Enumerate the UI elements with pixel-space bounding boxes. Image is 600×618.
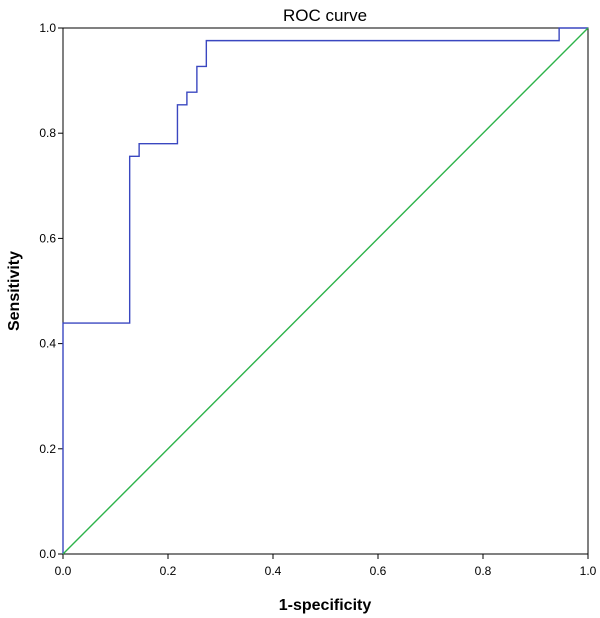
- x-axis-label: 1-specificity: [279, 597, 372, 614]
- x-axis-ticks: 0.0 0.2 0.4 0.6 0.8 1.0: [55, 554, 597, 578]
- x-tick-label: 0.4: [265, 564, 282, 578]
- x-tick-label: 0.0: [55, 564, 72, 578]
- x-tick-label: 0.6: [370, 564, 387, 578]
- y-tick-label: 0.0: [39, 547, 56, 561]
- y-tick-label: 0.4: [39, 337, 56, 351]
- y-tick-label: 0.6: [39, 231, 56, 245]
- chart-title: ROC curve: [283, 6, 367, 25]
- y-axis-ticks: 0.0 0.2 0.4 0.6 0.8 1.0: [39, 21, 63, 561]
- x-tick-label: 0.8: [475, 564, 492, 578]
- roc-curve-line: [62, 27, 588, 554]
- x-tick-label: 1.0: [580, 564, 597, 578]
- y-tick-label: 1.0: [39, 21, 56, 35]
- y-tick-label: 0.8: [39, 126, 56, 140]
- reference-diagonal-line: [62, 27, 589, 555]
- x-tick-label: 0.2: [160, 564, 177, 578]
- series-layer: [62, 27, 589, 555]
- y-tick-label: 0.2: [39, 442, 56, 456]
- y-axis-label: Sensitivity: [6, 251, 23, 331]
